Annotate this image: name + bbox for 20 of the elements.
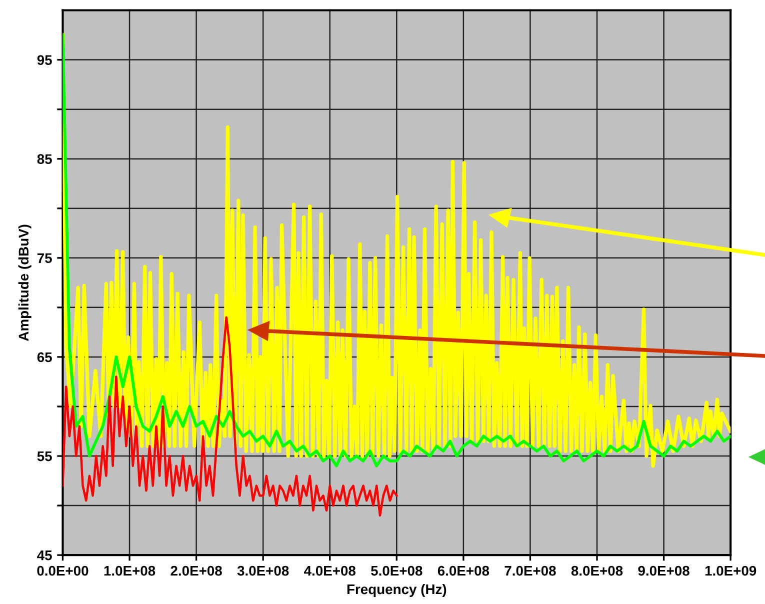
- x-tick-label: 8.0E+08: [571, 566, 623, 576]
- x-tick-label: 1.0E+08: [104, 566, 156, 576]
- x-tick-label: 5.0E+08: [371, 566, 422, 576]
- y-tick-label: 95: [37, 55, 52, 65]
- y-tick-label: 75: [37, 253, 52, 264]
- x-axis-title: Frequency (Hz): [347, 584, 446, 597]
- x-tick-label: 7.0E+08: [504, 566, 556, 576]
- y-tick-label: 65: [37, 352, 52, 362]
- x-tick-label: 3.0E+08: [237, 566, 289, 576]
- y-tick-label: 85: [37, 154, 52, 164]
- x-tick-label: 6.0E+08: [438, 566, 490, 576]
- x-tick-label: 4.0E+08: [304, 566, 356, 576]
- x-tick-label: 1.0E+09: [705, 566, 756, 576]
- y-axis-title: Amplitude (dBuV): [18, 224, 32, 341]
- x-tick-label: 2.0E+08: [170, 566, 222, 576]
- y-tick-label: 45: [37, 550, 52, 560]
- x-tick-label: 9.0E+08: [638, 566, 690, 576]
- x-tick-label: 0.0E+00: [37, 566, 88, 576]
- line-series: [62, 316, 398, 517]
- y-tick-label: 55: [37, 451, 52, 462]
